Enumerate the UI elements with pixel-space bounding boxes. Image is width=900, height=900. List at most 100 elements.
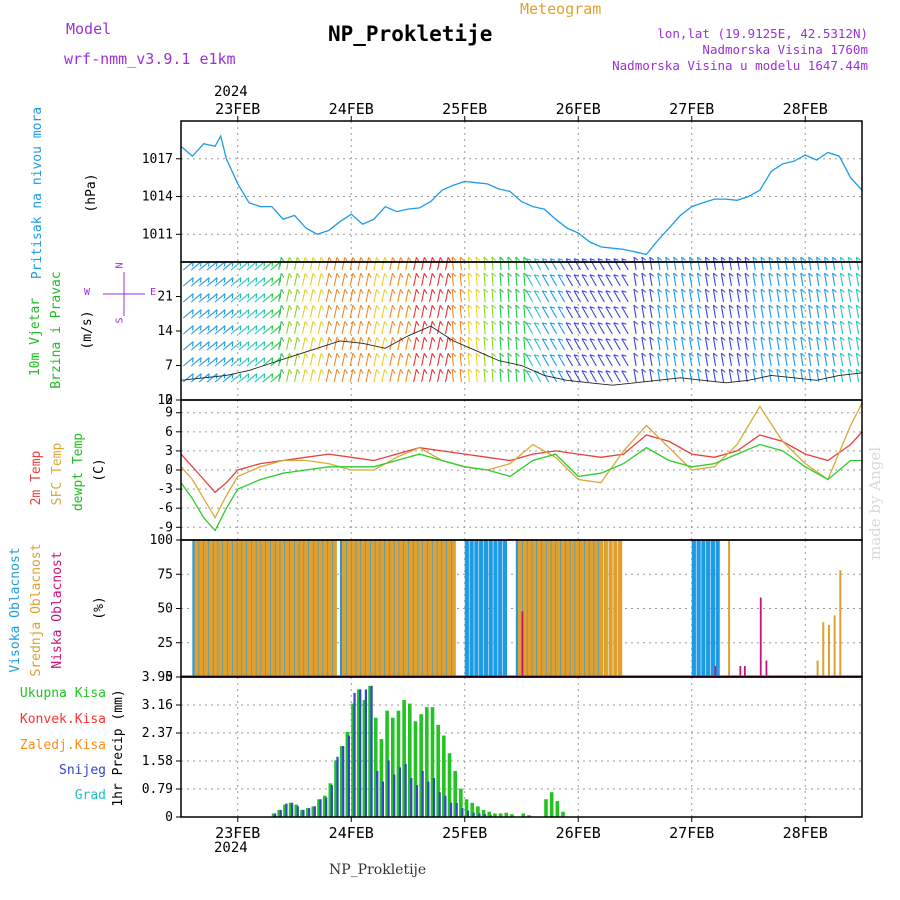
wind-barb (317, 305, 322, 319)
wind-barb (491, 257, 494, 271)
wind-barb (573, 322, 581, 335)
wind-barb-head (673, 320, 678, 325)
wind-barb (541, 338, 550, 351)
wind-barb-head (199, 341, 202, 347)
wind-barb-head (280, 305, 285, 310)
precip-bar-total (425, 707, 429, 817)
wind-barb-head (475, 256, 481, 261)
wind-barb-head (673, 304, 678, 309)
wind-barb-head (565, 274, 572, 277)
wind-barb-head (223, 309, 226, 315)
cloud-bar-mid (242, 540, 247, 677)
wind-barb (515, 353, 518, 367)
wind-barb-head (483, 320, 489, 325)
wind-barb-head (384, 321, 388, 326)
wind-barb (413, 321, 417, 335)
wind-barb (824, 369, 828, 383)
wind-barb (744, 337, 748, 351)
precip-bar-total (470, 802, 475, 817)
wind-barb-head (239, 325, 242, 331)
wind-barb (688, 273, 693, 287)
wind-barb-head (263, 341, 266, 347)
wind-barb-head (689, 272, 694, 277)
wind-barb (333, 289, 338, 303)
wind-barb (831, 289, 836, 303)
precip-bar-snow (325, 797, 328, 817)
wind-barb-head (557, 258, 564, 261)
wind-barb (491, 273, 494, 287)
wind-barb (728, 273, 733, 287)
cloud-bar-mid (318, 540, 323, 677)
wind-barb (744, 305, 748, 319)
wind-barb-head (800, 336, 806, 341)
wind-barb (301, 337, 306, 351)
wind-barb (633, 369, 637, 383)
wind-barb-head (344, 257, 348, 262)
wind-barb-head (312, 369, 317, 374)
cloud-bar-mid (265, 540, 271, 677)
wind-barb (665, 369, 669, 383)
cloud-bar-high (549, 540, 554, 677)
wind-barb (182, 325, 194, 335)
wind-barb (421, 337, 425, 351)
precip-bar-snow (393, 774, 396, 817)
precip-bar-total (351, 703, 355, 817)
wind-barb-head (613, 290, 619, 293)
wind-barb-head (344, 337, 348, 342)
wind-barb (744, 257, 748, 271)
wind-barb (839, 257, 844, 271)
wind-barb-head (459, 336, 465, 341)
wind-barb-head (415, 353, 420, 358)
wind-barb (301, 369, 306, 383)
wind-barb (831, 257, 836, 271)
wind-barb (246, 373, 258, 383)
wind-barb-head (665, 256, 670, 261)
wind-barb (533, 354, 542, 367)
wind-barb-head (312, 273, 317, 278)
cloud-bar-mid (299, 540, 304, 677)
wind-barb-head (565, 370, 572, 373)
wind-barb-head (467, 256, 473, 261)
wind-barb-head (689, 368, 694, 373)
wind-barb-head (649, 256, 655, 261)
wind-barb (515, 321, 518, 335)
wind-barb (736, 321, 740, 335)
wind-barb (649, 337, 653, 351)
wind-barb-head (304, 257, 309, 262)
cloud-bar-mid (289, 540, 294, 677)
wind-barb (704, 337, 709, 351)
wind-barb (808, 353, 812, 367)
precip-bar-total (459, 788, 463, 817)
cloud-bar-mid (308, 540, 314, 677)
wind-barb-head (673, 288, 678, 293)
wind-barb-head (296, 257, 301, 262)
wind-barb-head (573, 306, 579, 309)
wind-barb (459, 305, 462, 319)
wind-barb-head (697, 336, 702, 341)
wind-barb-head (280, 273, 285, 278)
wind-barb (515, 257, 518, 271)
wind-barb-head (641, 352, 647, 357)
wind-barb-head (352, 369, 356, 374)
wind-barb-head (736, 336, 742, 341)
wind-barb-head (439, 273, 444, 278)
cloud-bar-mid (618, 540, 623, 677)
wind-barb (262, 261, 274, 271)
precip-bar-snow (274, 813, 277, 817)
wind-barb (429, 321, 433, 335)
wind-barb (712, 321, 717, 335)
wind-barb (657, 273, 661, 287)
wind-barb (206, 309, 218, 319)
wind-barb-head (649, 304, 655, 309)
wind-barb-head (451, 336, 457, 341)
wind-barb-head (526, 258, 532, 261)
wind-barb-head (483, 336, 489, 341)
wind-barb-head (304, 289, 309, 294)
wind-barb-head (280, 353, 285, 358)
wind-barb (720, 321, 725, 335)
wind-barb (688, 337, 693, 351)
wind-barb (816, 337, 820, 351)
cloud-bar-mid (532, 540, 537, 677)
wind-barb-head (697, 368, 702, 373)
precip-legend-graupel: Grad (74, 788, 106, 803)
